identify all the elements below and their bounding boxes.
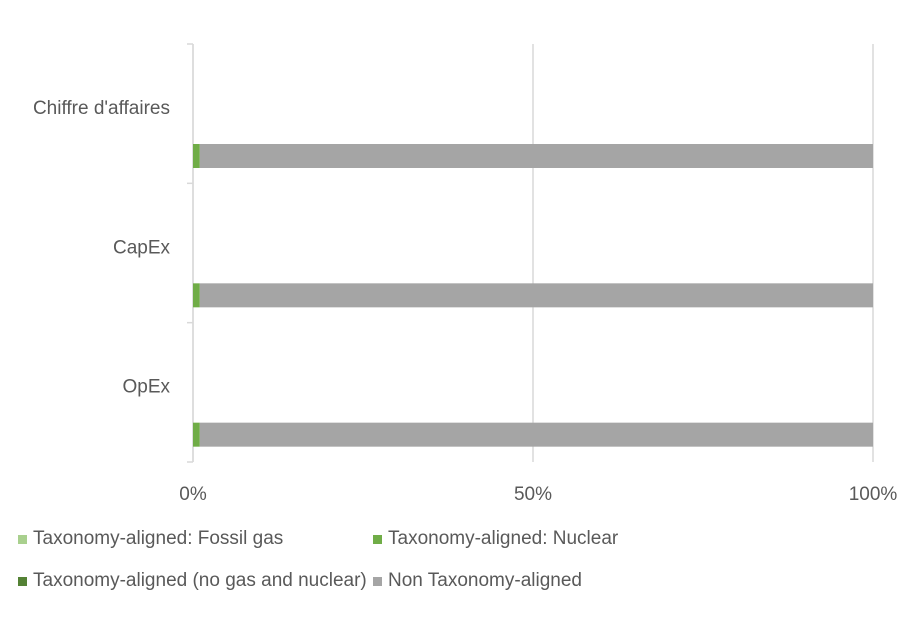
legend-swatch xyxy=(373,576,382,586)
legend-label: Taxonomy-aligned (no gas and nuclear) xyxy=(33,570,367,591)
legend: Taxonomy-aligned: Fossil gas Taxonomy-ali… xyxy=(18,528,898,592)
x-tick-label: 100% xyxy=(849,484,898,505)
legend-swatch xyxy=(373,534,382,544)
x-tick-label: 0% xyxy=(179,484,207,505)
bar-segment xyxy=(199,422,874,447)
x-tick-label: 50% xyxy=(514,484,552,505)
bar-segment xyxy=(193,283,200,308)
bar-segment xyxy=(199,283,874,308)
legend-swatch xyxy=(18,576,27,586)
category-label: OpEx xyxy=(122,377,170,398)
bar-segment xyxy=(199,144,874,168)
legend-item: Taxonomy-aligned: Fossil gas xyxy=(18,528,373,550)
legend-swatch xyxy=(18,534,27,544)
legend-label: Taxonomy-aligned: Nuclear xyxy=(388,528,619,549)
legend-item: Taxonomy-aligned (no gas and nuclear) xyxy=(18,570,373,592)
bar-segment xyxy=(193,144,200,168)
legend-label: Taxonomy-aligned: Fossil gas xyxy=(33,528,284,549)
chart-plot: 0% 50% 100% Chiffre d'affaires CapEx OpEx xyxy=(33,43,898,505)
bar-segment xyxy=(193,422,200,447)
category-label: Chiffre d'affaires xyxy=(33,98,170,119)
legend-item: Non Taxonomy-aligned xyxy=(373,570,793,592)
legend-label: Non Taxonomy-aligned xyxy=(388,570,582,591)
legend-item: Taxonomy-aligned: Nuclear xyxy=(373,528,793,550)
category-label: CapEx xyxy=(113,237,171,258)
